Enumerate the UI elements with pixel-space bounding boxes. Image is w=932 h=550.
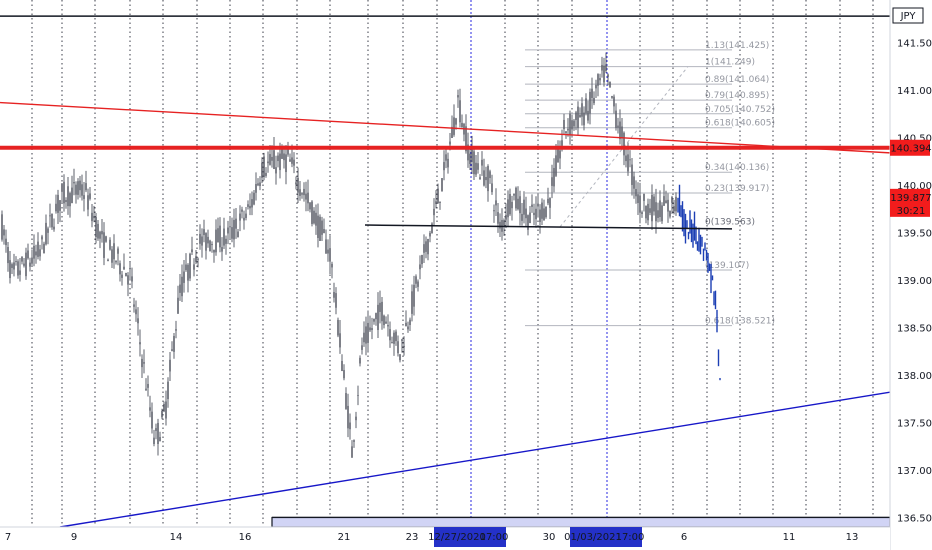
fib-level-label-0: 1.13(141.425) xyxy=(705,41,769,51)
price-tick-5: 139.000 xyxy=(897,276,932,287)
range-end-time: 17:00 xyxy=(616,532,645,543)
price-tick-3: 140.000 xyxy=(897,181,932,192)
current-price-label: 139.877 xyxy=(890,193,931,204)
time-tick-3: 16 xyxy=(239,532,252,543)
fib-level-label-7: 0.23(139.917) xyxy=(705,184,769,194)
symbol-box[interactable] xyxy=(892,7,924,24)
price-tick-10: 136.500 xyxy=(897,514,932,525)
symbol-label: JPY xyxy=(900,11,917,22)
price-tick-0: 141.500 xyxy=(897,39,932,50)
bottom-range-box[interactable] xyxy=(271,516,891,528)
price-tick-2: 140.500 xyxy=(897,134,932,145)
time-tick-7: 6 xyxy=(681,532,687,543)
price-tick-7: 138.000 xyxy=(897,371,932,382)
fib-level-label-6: 0.34(140.136) xyxy=(705,163,769,173)
range-end-badge[interactable] xyxy=(570,527,642,547)
price-tick-6: 138.500 xyxy=(897,324,932,335)
fib-level-label-1: 1(141.249) xyxy=(705,58,755,68)
selected-range-lines xyxy=(470,0,608,527)
time-tick-8: 11 xyxy=(783,532,796,543)
fib-level-label-3: 0.79(140.895) xyxy=(705,91,769,101)
price-axis-background xyxy=(890,0,932,550)
fib-level-label-9: (139.107) xyxy=(705,261,749,271)
price-tick-9: 137.000 xyxy=(897,466,932,477)
range-end-date: 01/03/2021 xyxy=(564,532,622,543)
candlestick-series xyxy=(1,52,721,458)
fib-level-label-4: 0.705(140.752) xyxy=(705,105,775,115)
fib-level-label-8: 0(139.563) xyxy=(705,218,755,228)
resistance-price-badge[interactable] xyxy=(890,139,930,156)
fib-level-label-2: 0.89(141.064) xyxy=(705,75,769,85)
time-tick-1: 9 xyxy=(71,532,77,543)
drawn-lines[interactable] xyxy=(0,15,891,528)
red-downtrend[interactable] xyxy=(0,101,891,154)
range-start-date: 12/27/2020 xyxy=(428,532,486,543)
fib-level-label-5: 0.618(140.605) xyxy=(705,119,775,129)
time-tick-9: 13 xyxy=(846,532,859,543)
price-axis[interactable]: 141.500 141.000 140.500 140.000 139.500 139.0… xyxy=(889,0,932,550)
time-tick-2: 14 xyxy=(170,532,183,543)
price-tick-8: 137.500 xyxy=(897,419,932,430)
range-start-badge[interactable] xyxy=(434,527,506,547)
time-tick-4: 21 xyxy=(338,532,351,543)
fibonacci-retracement[interactable]: 1.13(141.425) 1(141.249) 0.89(141.064) 0.79… xyxy=(525,41,775,327)
price-tick-4: 139.500 xyxy=(897,229,932,240)
fib-level-label-10: 0.618(138.521) xyxy=(705,317,775,327)
time-tick-0: 7 xyxy=(5,532,11,543)
time-tick-5: 23 xyxy=(406,532,419,543)
resistance-price-badge-label: 140.394 xyxy=(890,144,931,155)
time-tick-6: 30 xyxy=(543,532,556,543)
current-price-badge[interactable] xyxy=(890,188,930,217)
countdown-label: 30:21 xyxy=(897,206,926,217)
support-line[interactable] xyxy=(364,224,733,230)
price-tick-1: 141.000 xyxy=(897,86,932,97)
blue-uptrend[interactable] xyxy=(59,391,891,528)
range-start-time: 17:00 xyxy=(480,532,509,543)
